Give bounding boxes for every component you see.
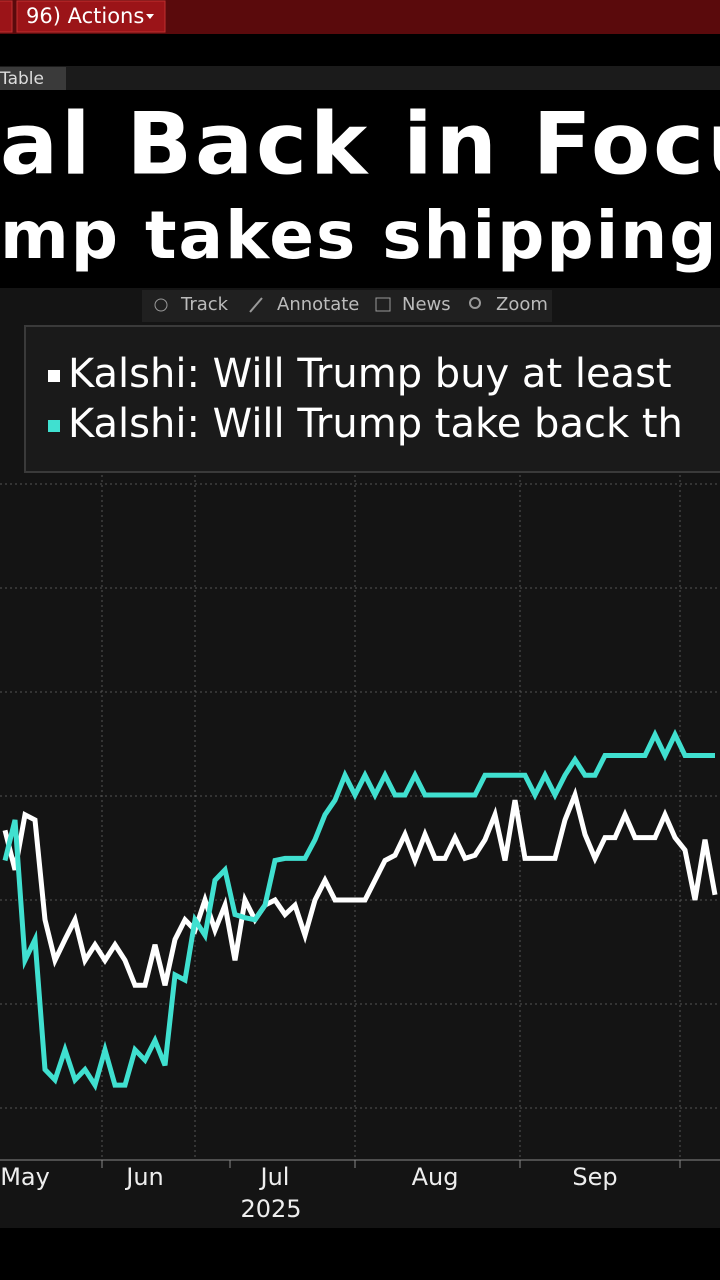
tab[interactable]	[0, 67, 66, 90]
legend-label: Kalshi: Will Trump take back th	[68, 401, 683, 447]
tab-bar	[0, 66, 720, 90]
x-tick-label: Jul	[259, 1163, 290, 1191]
x-ticks	[101, 1160, 681, 1168]
series-line	[2, 786, 718, 988]
legend-swatch	[48, 420, 60, 432]
actions-label: 96) Actions	[26, 4, 144, 28]
chart-toolbar	[142, 290, 552, 322]
x-tick-label: Aug	[412, 1163, 459, 1191]
series-line	[2, 728, 715, 1092]
toolbar-button[interactable]: News	[375, 294, 451, 315]
zoom-icon	[469, 297, 481, 309]
annotate-icon	[249, 297, 263, 313]
news-label: News	[402, 294, 451, 315]
x-year-label: 2025	[240, 1195, 301, 1223]
tab-label: Table	[0, 69, 44, 89]
legend-box	[24, 325, 720, 473]
toolbar-button[interactable]: Annotate	[249, 294, 359, 315]
subtitle: mp takes shipping r	[0, 197, 720, 274]
legend-swatch	[48, 370, 60, 382]
track-icon	[154, 298, 168, 312]
x-tick-label: May	[0, 1163, 50, 1191]
annotate-label: Annotate	[277, 294, 359, 315]
toolbar-button[interactable]: Track	[154, 294, 229, 315]
actions-button[interactable]	[16, 0, 166, 33]
menu-button[interactable]	[0, 0, 13, 33]
toolbar-button[interactable]: Zoom	[469, 294, 548, 315]
vertical-grid	[101, 325, 681, 1160]
legend-label: Kalshi: Will Trump buy at least	[68, 351, 672, 397]
dropdown-arrow	[146, 14, 154, 19]
zoom-label: Zoom	[496, 294, 548, 315]
title: al Back in Focus	[0, 94, 720, 194]
x-tick-label: Jun	[124, 1163, 164, 1191]
news-icon	[375, 297, 391, 312]
track-label: Track	[180, 294, 229, 315]
x-tick-label: Sep	[572, 1163, 617, 1191]
